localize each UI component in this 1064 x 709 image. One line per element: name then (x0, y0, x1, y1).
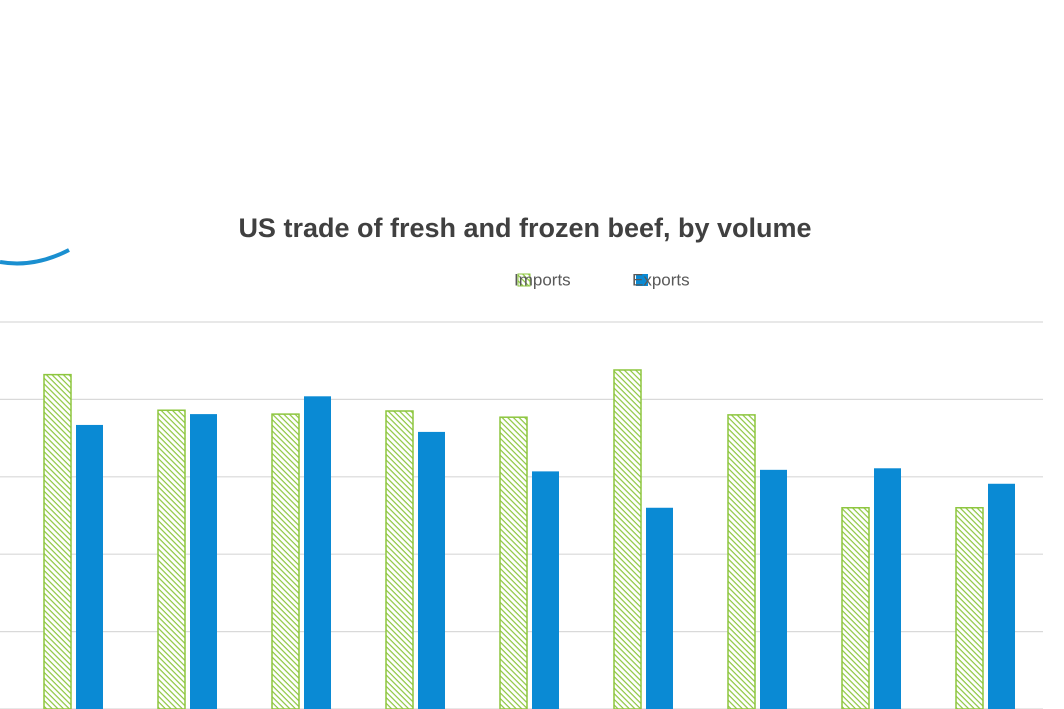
bar (760, 469, 787, 709)
bar (418, 431, 445, 709)
bar (988, 483, 1015, 709)
bar (646, 507, 673, 709)
bar (532, 471, 559, 709)
bar (727, 414, 756, 709)
bar (385, 410, 414, 709)
bar (613, 369, 642, 709)
bar (874, 468, 901, 709)
bar (955, 507, 984, 709)
legend-swatch (636, 274, 648, 286)
legend: Exports Imports (514, 270, 690, 289)
legend-label: Exports (632, 270, 690, 289)
chart-title: US trade of fresh and frozen beef, by vo… (238, 213, 811, 243)
bar (841, 507, 870, 709)
bar (190, 414, 217, 709)
bar (271, 413, 300, 709)
bar (157, 409, 186, 709)
bar (499, 416, 528, 709)
bar (304, 396, 331, 709)
bar (43, 373, 72, 709)
bar (76, 424, 103, 709)
legend-label: Imports (514, 270, 571, 289)
logo-swoosh (0, 248, 70, 266)
legend-swatch (517, 273, 531, 287)
